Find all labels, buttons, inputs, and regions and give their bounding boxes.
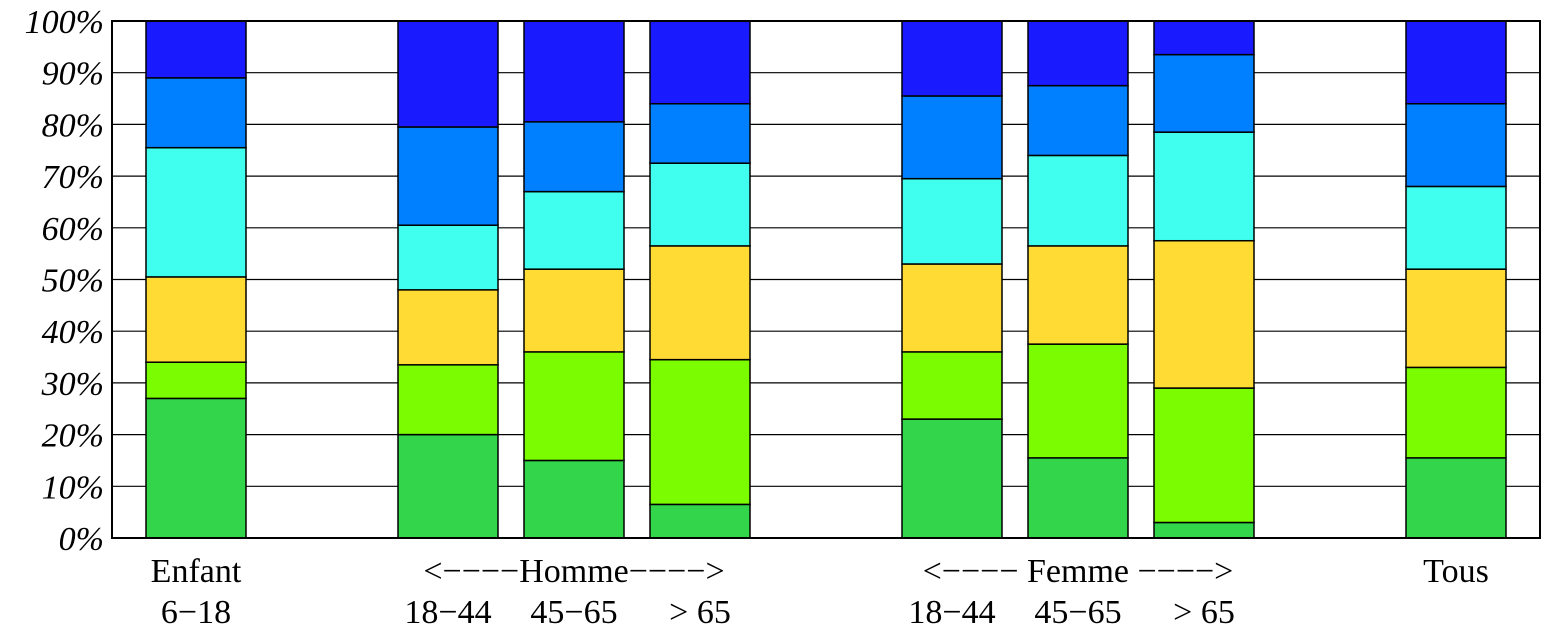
bar-segment [902, 352, 1002, 419]
bar-segment [1406, 104, 1506, 187]
bar-segment [524, 460, 624, 538]
group-label: Enfant [151, 553, 242, 590]
bar-segment [524, 21, 624, 122]
bar-segment [1406, 186, 1506, 269]
bar-segment [398, 290, 498, 365]
bar-segment [1028, 344, 1128, 458]
bar-segment [1154, 55, 1254, 133]
bar-segment [398, 127, 498, 225]
bar-segment [650, 104, 750, 163]
bar-segment [650, 246, 750, 360]
group-label: Tous [1423, 553, 1489, 590]
bar-segment [1406, 367, 1506, 457]
y-tick-label: 70% [42, 159, 104, 196]
y-tick-label: 10% [42, 469, 104, 506]
category-label: 18−44 [404, 594, 491, 630]
bar-segment [146, 398, 246, 538]
x-axis-labels: Enfant <−−−−Homme−−−−> <−−−− Femme −−−−> To… [151, 553, 1489, 630]
y-tick-label: 60% [42, 211, 104, 248]
bar-segment [1028, 86, 1128, 156]
bar-segment [650, 504, 750, 538]
y-tick-label: 80% [42, 107, 104, 144]
y-axis-ticks: 0% 10% 20% 30% 40% 50% 60% 70% 80% 90% 100% [25, 4, 104, 558]
bar-segment [398, 225, 498, 290]
bar-segment [146, 277, 246, 362]
bar-segment [524, 269, 624, 352]
category-label: 45−65 [1034, 594, 1121, 630]
bar-segment [902, 21, 1002, 96]
y-tick-label: 100% [25, 4, 104, 41]
bar-segment [1154, 241, 1254, 388]
bar-segment [902, 96, 1002, 179]
bar-segment [1028, 155, 1128, 245]
bar-segment [1154, 388, 1254, 522]
bar-segment [1406, 458, 1506, 538]
bar-segment [1154, 132, 1254, 241]
bar-segment [650, 360, 750, 505]
y-tick-label: 30% [41, 366, 104, 403]
group-label: <−−−− Femme −−−−> [923, 553, 1234, 590]
bar-segment [146, 362, 246, 398]
bar-segment [398, 21, 498, 127]
bar-segment [398, 365, 498, 435]
category-label: 6−18 [161, 594, 231, 630]
bar-segment [902, 264, 1002, 352]
bar-segment [1028, 21, 1128, 86]
y-tick-label: 90% [42, 56, 104, 93]
bar-segment [1154, 21, 1254, 55]
bar-segment [398, 435, 498, 538]
bar-segment [524, 352, 624, 461]
bar-segment [1028, 246, 1128, 344]
y-tick-label: 20% [42, 418, 104, 455]
grid-lines [112, 21, 1540, 538]
bar-segment [146, 78, 246, 148]
y-tick-label: 0% [59, 521, 104, 558]
category-label: 45−65 [530, 594, 617, 630]
category-label: > 65 [1173, 594, 1235, 630]
category-label: 18−44 [908, 594, 995, 630]
bar-segment [650, 21, 750, 104]
bar-segment [146, 21, 246, 78]
category-label: > 65 [669, 594, 731, 630]
bar-segment [902, 179, 1002, 264]
bar-segment [1406, 21, 1506, 104]
bar-segment [524, 122, 624, 192]
bar-segment [1406, 269, 1506, 367]
bar-segment [902, 419, 1002, 538]
group-label: <−−−−Homme−−−−> [423, 553, 724, 590]
bar-segment [1028, 458, 1128, 538]
bar-segment [524, 192, 624, 270]
bar-segment [1154, 522, 1254, 538]
y-tick-label: 40% [42, 314, 104, 351]
bar-segment [146, 148, 246, 277]
y-tick-label: 50% [42, 263, 104, 300]
bar-segment [650, 163, 750, 246]
